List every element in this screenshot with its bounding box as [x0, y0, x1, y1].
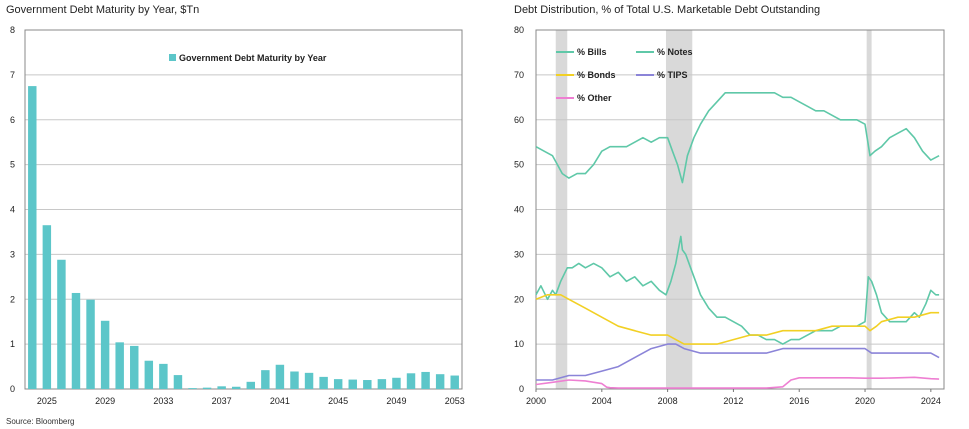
x-tick-label: 2020 [855, 396, 875, 406]
x-tick-label: 2045 [328, 396, 348, 406]
bar [173, 375, 183, 389]
bar [319, 376, 328, 389]
y-tick-label: 10 [514, 339, 524, 349]
series-line-notes [535, 92, 940, 184]
x-tick-label: 2041 [270, 396, 290, 406]
x-tick-label: 2016 [789, 396, 809, 406]
bar [435, 374, 445, 389]
bar [188, 388, 197, 389]
y-tick-label: 8 [10, 25, 15, 35]
y-tick-label: 0 [10, 384, 15, 394]
bar [348, 379, 357, 389]
y-tick-label: 20 [514, 294, 524, 304]
bar [377, 379, 387, 389]
bar [261, 370, 270, 389]
legend-label-bonds: % Bonds [577, 70, 616, 80]
legend-label-other: % Other [577, 93, 612, 103]
legend-label-notes: % Notes [657, 47, 693, 57]
y-tick-label: 70 [514, 70, 524, 80]
y-tick-label: 7 [10, 70, 15, 80]
bar [130, 345, 139, 389]
y-tick-label: 80 [514, 25, 524, 35]
bar [144, 360, 154, 389]
x-tick-label: 2029 [95, 396, 115, 406]
y-tick-label: 40 [514, 205, 524, 215]
x-tick-label: 2033 [153, 396, 173, 406]
left-chart-title: Government Debt Maturity by Year, $Tn [6, 4, 200, 16]
bar [304, 372, 314, 389]
x-tick-label: 2008 [658, 396, 678, 406]
x-tick-label: 2004 [592, 396, 612, 406]
x-tick-label: 2037 [212, 396, 232, 406]
maturity-bar-chart: 0 1 2 3 4 5 6 7 8 2025 2029 2033 2037 2041 2045 2049 205… [10, 25, 465, 406]
y-tick-label: 3 [10, 249, 15, 259]
x-tick-label: 2049 [386, 396, 406, 406]
y-tick-label: 50 [514, 160, 524, 170]
bar [246, 381, 256, 389]
bar [28, 86, 37, 389]
bar [392, 377, 401, 389]
legend-swatch [169, 54, 176, 61]
bar [421, 371, 430, 389]
x-tick-label: 2053 [445, 396, 465, 406]
x-tick-label: 2000 [526, 396, 546, 406]
y-tick-label: 6 [10, 115, 15, 125]
bar [450, 375, 459, 389]
bar [202, 387, 212, 389]
bar [115, 342, 124, 389]
right-chart-title: Debt Distribution, % of Total U.S. Marke… [514, 4, 821, 16]
y-tick-label: 60 [514, 115, 524, 125]
y-tick-label: 1 [10, 339, 15, 349]
y-tick-label: 5 [10, 160, 15, 170]
bar [406, 373, 416, 389]
x-tick-label: 2025 [37, 396, 57, 406]
legend-label-bills: % Bills [577, 47, 607, 57]
bar [290, 371, 299, 389]
y-tick-label: 4 [10, 205, 15, 215]
plot-frame [24, 29, 463, 390]
bar [333, 379, 343, 389]
x-tick-label: 2024 [921, 396, 941, 406]
bar [363, 380, 372, 389]
series-line-tips [536, 343, 940, 381]
source-note: Source: Bloomberg [6, 417, 75, 426]
y-tick-label: 30 [514, 249, 524, 259]
bar [100, 320, 110, 389]
bar [86, 299, 95, 389]
x-tick-label: 2012 [723, 396, 743, 406]
bar [71, 292, 81, 389]
y-tick-label: 2 [10, 294, 15, 304]
bar [275, 364, 285, 389]
legend-label-tips: % TIPS [657, 70, 688, 80]
bar [57, 259, 66, 389]
y-tick-label: 0 [519, 384, 524, 394]
series-line-other [535, 376, 940, 389]
series-line-bonds [535, 293, 940, 345]
bar [231, 386, 241, 389]
bar [42, 225, 52, 389]
series-line-bills [535, 235, 940, 345]
legend-label: Government Debt Maturity by Year [179, 53, 327, 63]
plot-frame [535, 29, 945, 390]
bar [159, 363, 168, 389]
bar [217, 386, 226, 389]
